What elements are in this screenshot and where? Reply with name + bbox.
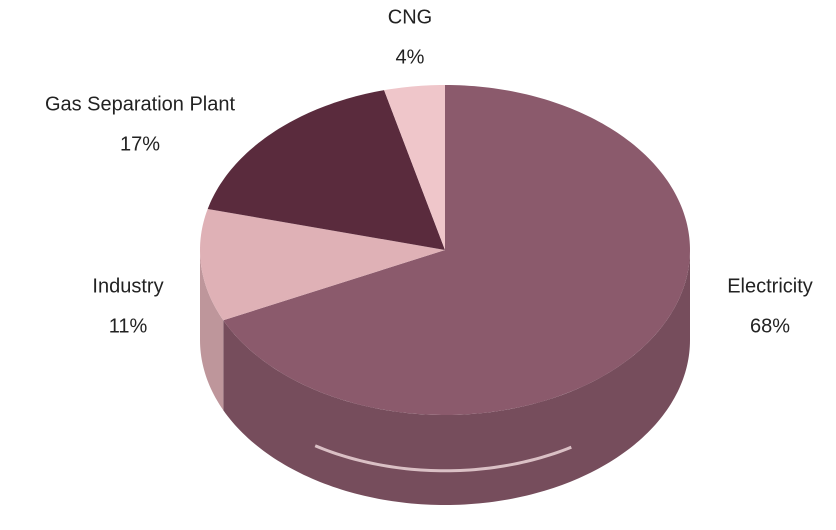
slice xyxy=(207,90,445,250)
slice xyxy=(384,85,445,250)
slice xyxy=(223,85,690,415)
slice-label: CNG xyxy=(388,6,432,28)
slice-label: Industry xyxy=(92,275,163,297)
highlight xyxy=(314,444,572,473)
slice-value-label: 11% xyxy=(109,315,148,337)
slice-value-label: 68% xyxy=(750,315,790,337)
slice-value-label: 4% xyxy=(396,46,425,68)
slice-side xyxy=(223,250,690,505)
slice-value-label: 17% xyxy=(120,133,160,155)
slice-label: Gas Separation Plant xyxy=(45,93,236,115)
slice-label: Electricity xyxy=(727,275,813,297)
slice xyxy=(200,208,445,321)
slice-side xyxy=(200,250,224,411)
